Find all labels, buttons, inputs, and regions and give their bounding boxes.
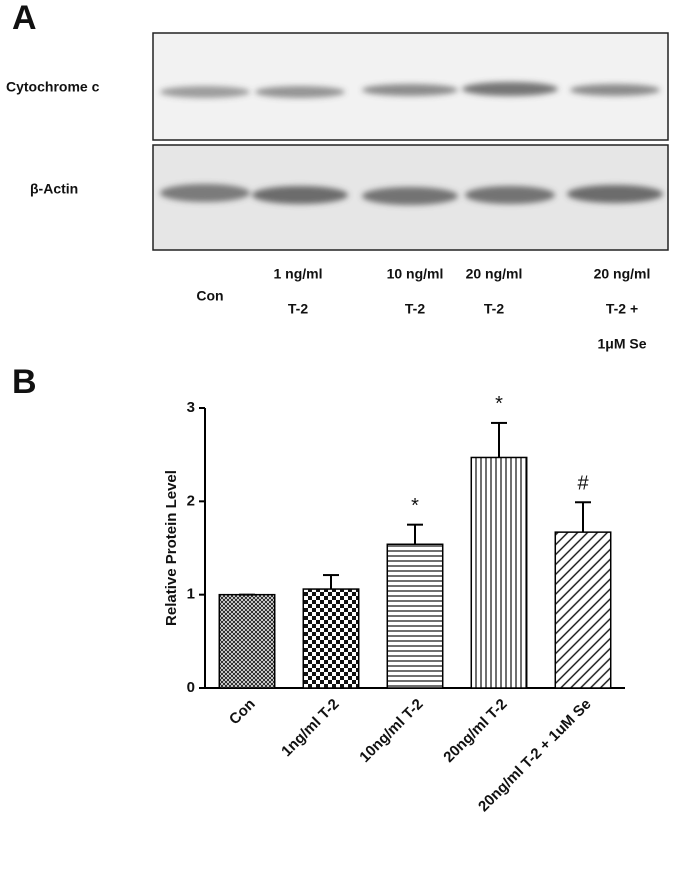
lane-label: T-2	[484, 301, 504, 317]
bar	[302, 588, 360, 689]
lane-label: 1μM Se	[597, 336, 646, 352]
panel-label: B	[12, 363, 37, 401]
y-tick-label: 1	[187, 586, 195, 603]
y-tick-label: 2	[187, 492, 195, 509]
significance-marker: *	[495, 393, 503, 415]
y-axis-label: Relative Protein Level	[163, 470, 180, 626]
error-bar	[323, 574, 339, 590]
bar	[554, 531, 612, 689]
lane-label: T-2 +	[606, 301, 638, 317]
blot-row-label: Cytochrome c	[6, 79, 100, 95]
lane-label: 20 ng/ml	[594, 266, 651, 282]
lane-label: 20 ng/ml	[466, 266, 523, 282]
lane-label: T-2	[405, 301, 425, 317]
error-bar	[407, 523, 423, 545]
lane-label: 1 ng/ml	[273, 266, 322, 282]
lane-label: 10 ng/ml	[387, 266, 444, 282]
bar	[470, 456, 528, 689]
error-bar	[491, 421, 507, 458]
bar	[386, 543, 444, 689]
lane-label: T-2	[288, 301, 308, 317]
y-tick-label: 3	[187, 399, 195, 416]
blot	[152, 32, 669, 251]
x-tick-label: 1ng/ml T-2	[278, 696, 342, 760]
lane-label: Con	[196, 288, 223, 304]
blot-row-label: β-Actin	[30, 181, 78, 197]
panel-label: A	[12, 0, 37, 37]
x-tick-label: 10ng/ml T-2	[356, 696, 426, 766]
significance-marker: *	[411, 495, 419, 517]
x-tick-label: Con	[226, 696, 259, 729]
y-tick-label: 0	[187, 679, 195, 696]
significance-marker: #	[577, 473, 589, 495]
error-bar	[575, 501, 591, 533]
bar	[218, 593, 276, 689]
x-tick-label: 20ng/ml T-2	[440, 696, 510, 766]
